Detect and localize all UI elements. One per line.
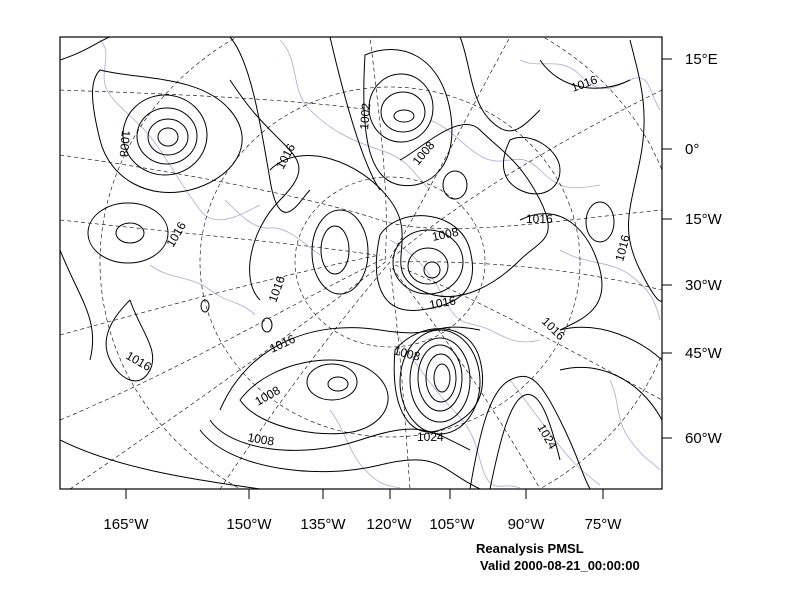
- contour-label: 1016: [526, 212, 553, 226]
- contour-label: 1008: [253, 383, 283, 409]
- contour-label: 1016: [267, 332, 297, 356]
- contour-label: 1016: [539, 314, 568, 343]
- lon-label-120w: 120°W: [366, 516, 412, 533]
- contour-label: 1024: [417, 430, 444, 444]
- valid-time: Valid 2000-08-21_00:00:00: [480, 558, 640, 573]
- contour-label: 1016: [612, 233, 633, 263]
- plot-frame: [59, 36, 663, 490]
- lat-label-45w: 45°W: [685, 345, 723, 362]
- contour-label: 1016: [163, 219, 189, 249]
- contour-label: 1002: [357, 102, 373, 130]
- isobars: [60, 37, 662, 489]
- tick-marks: [125, 58, 672, 499]
- coastlines: [99, 39, 661, 489]
- lon-label-75w: 75°W: [585, 516, 623, 533]
- lon-label-105w: 105°W: [429, 516, 475, 533]
- contour-labels: 1008 1002 1008 1016 1016 1016 1016 1008 …: [117, 72, 633, 451]
- contour-label: 1008: [246, 430, 275, 448]
- contour-label: 1016: [266, 274, 288, 304]
- lat-label-15e: 15°E: [685, 51, 718, 68]
- lat-label-15w: 15°W: [685, 211, 723, 228]
- contour-label: 1016: [569, 72, 599, 94]
- contour-label: 1008: [410, 138, 438, 168]
- lon-label-135w: 135°W: [300, 516, 346, 533]
- lon-label-90w: 90°W: [508, 516, 546, 533]
- lon-label-165w: 165°W: [103, 516, 149, 533]
- contour-label: 1008: [431, 225, 460, 244]
- figure-title: Reanalysis PMSL: [476, 541, 584, 556]
- lat-label-60w: 60°W: [685, 430, 723, 447]
- contour-label: 1024: [534, 422, 560, 452]
- contour-label: 1008: [392, 343, 422, 364]
- contour-label: 1016: [428, 293, 457, 311]
- lat-label-30w: 30°W: [685, 277, 723, 294]
- contour-label: 1008: [117, 130, 133, 158]
- lat-label-0: 0°: [685, 141, 699, 158]
- graticule: [60, 37, 662, 489]
- lon-label-150w: 150°W: [226, 516, 272, 533]
